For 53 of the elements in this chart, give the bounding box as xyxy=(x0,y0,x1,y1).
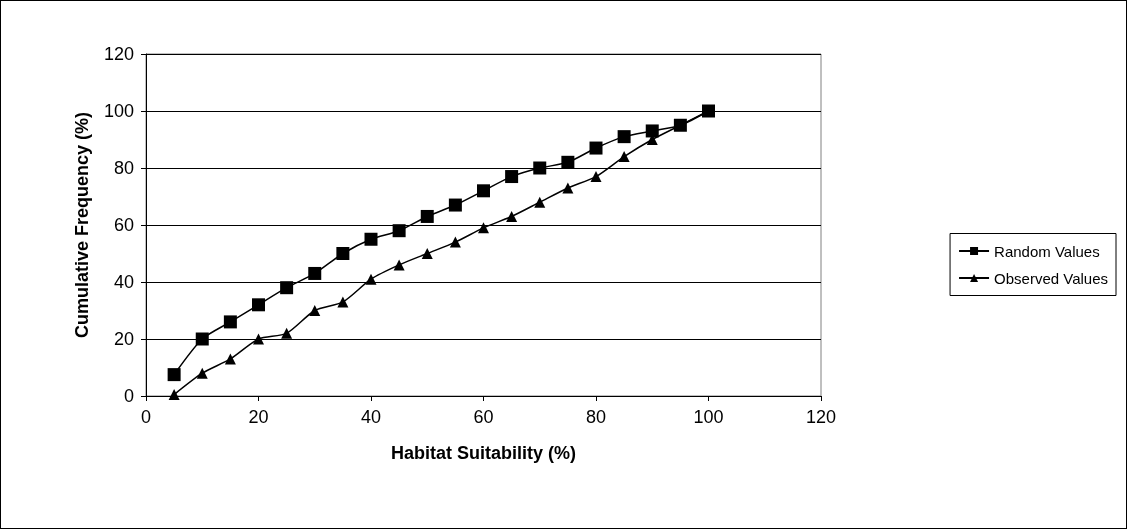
point xyxy=(195,332,209,346)
y-tick-label: 40 xyxy=(113,272,134,292)
point xyxy=(562,182,574,194)
y-tick-label: 120 xyxy=(103,44,134,64)
point xyxy=(420,209,434,223)
point xyxy=(618,151,630,163)
x-axis-title: Habitat Suitability (%) xyxy=(390,443,577,463)
y-tick-label: 0 xyxy=(123,386,134,406)
point xyxy=(224,353,236,365)
point xyxy=(533,161,547,175)
point xyxy=(309,305,321,316)
x-tick-label: 80 xyxy=(585,407,607,427)
point xyxy=(392,224,406,238)
x-tick-label: 20 xyxy=(248,407,269,427)
point xyxy=(590,171,602,183)
point xyxy=(478,222,489,234)
y-tick-label: 80 xyxy=(113,158,134,178)
point xyxy=(561,155,575,169)
point xyxy=(336,247,350,260)
point xyxy=(364,232,378,246)
point xyxy=(393,259,405,271)
point xyxy=(645,124,659,138)
x-tick-label: 60 xyxy=(473,407,494,427)
point xyxy=(448,198,462,212)
point xyxy=(589,141,603,155)
x-tick-label: 100 xyxy=(693,407,724,427)
x-tick-label: 0 xyxy=(140,407,152,427)
point xyxy=(477,184,490,198)
legend-label: Random Values xyxy=(994,242,1100,260)
point xyxy=(252,298,265,312)
point xyxy=(617,130,631,144)
point xyxy=(534,196,546,208)
point xyxy=(337,296,349,308)
y-tick-label: 60 xyxy=(113,215,134,235)
point xyxy=(281,327,293,339)
point xyxy=(168,389,180,401)
point xyxy=(505,170,519,184)
point xyxy=(280,281,294,295)
point xyxy=(506,210,518,222)
y-tick-label: 100 xyxy=(103,101,134,121)
point xyxy=(196,367,208,379)
point xyxy=(308,266,322,280)
x-tick-label: 40 xyxy=(360,407,382,427)
legend-label: Observed Values xyxy=(994,269,1108,287)
point xyxy=(223,315,237,329)
y-tick-label: 20 xyxy=(113,329,134,349)
y-axis-title: Cumulative Frequency (%) xyxy=(72,111,92,339)
point xyxy=(449,236,461,248)
point xyxy=(253,333,264,345)
point xyxy=(421,248,433,259)
point xyxy=(167,368,181,382)
point xyxy=(365,273,377,285)
x-tick-label: 120 xyxy=(805,407,837,427)
